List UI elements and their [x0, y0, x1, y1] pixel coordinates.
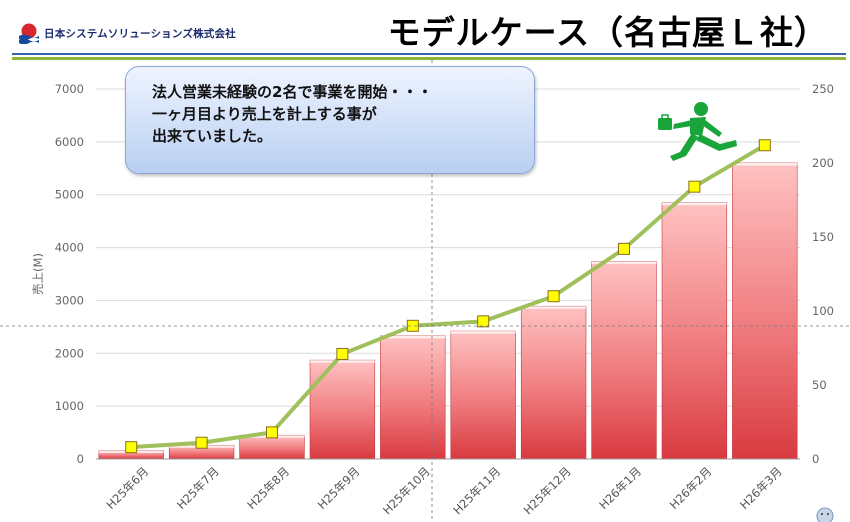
bar-highlight	[591, 261, 657, 264]
line-point	[477, 315, 490, 328]
x-tick-label: H26年2月	[667, 464, 715, 512]
x-tick-label: H25年9月	[315, 464, 363, 512]
company-logo: 日本システムソリューションズ株式会社	[18, 22, 236, 44]
x-tick-label: H26年3月	[737, 464, 785, 512]
bar-highlight	[521, 306, 586, 309]
header-rule-green	[12, 57, 846, 60]
y-tick-label: 3000	[55, 293, 84, 307]
line-point	[336, 347, 349, 360]
line-point	[406, 319, 419, 332]
x-tick-label: H25年11月	[450, 464, 503, 517]
line-point	[758, 139, 771, 152]
x-tick-label: H25年12月	[521, 464, 574, 517]
y2-tick-label: 100	[812, 304, 834, 318]
y-axis-label: 売上(M)	[31, 253, 45, 295]
bar	[380, 335, 446, 460]
page-title: モデルケース（名古屋Ｌ社）	[387, 13, 828, 52]
bar	[309, 359, 376, 460]
callout-line-2: 一ヶ月目より売上を計上する事が	[152, 105, 377, 123]
y-tick-label: 4000	[55, 241, 84, 255]
line-point	[688, 180, 701, 193]
jumping-businessman-icon	[658, 102, 737, 161]
y-tick-label: 7000	[55, 82, 84, 96]
help-icon[interactable]	[815, 506, 835, 522]
bar	[450, 330, 516, 460]
x-tick-label: H25年10月	[380, 464, 433, 517]
x-tick-label: H25年8月	[244, 464, 292, 512]
y-tick-label: 6000	[55, 135, 84, 149]
callout-line-3: 出来ていました。	[152, 127, 273, 145]
y2-tick-label: 150	[812, 230, 834, 244]
line-point	[266, 426, 278, 439]
bar	[520, 305, 587, 460]
y2-tick-label: 200	[812, 156, 834, 170]
line-path	[131, 143, 766, 450]
line-point	[125, 441, 138, 454]
line-series	[125, 139, 771, 454]
line-point	[195, 436, 208, 449]
bar-highlight	[732, 163, 798, 166]
callout-box: 法人営業未経験の2名で事業を開始・・・ 一ヶ月目より売上を計上する事が 出来てい…	[125, 66, 535, 174]
y-tick-label: 5000	[55, 188, 84, 202]
y-tick-label: 0	[77, 452, 84, 466]
line-point	[547, 290, 560, 303]
logo-icon	[19, 23, 39, 44]
x-tick-label: H25年7月	[174, 464, 222, 512]
bar-highlight	[310, 360, 375, 363]
bar	[661, 202, 728, 460]
callout-line-1: 法人営業未経験の2名で事業を開始・・・	[152, 83, 433, 101]
bar	[239, 434, 305, 460]
y-tick-label: 1000	[55, 399, 84, 413]
x-tick-label: H26年1月	[596, 464, 644, 512]
bar-highlight	[662, 202, 727, 206]
logo-text: 日本システムソリューションズ株式会社	[44, 27, 236, 40]
y-tick-label: 2000	[55, 346, 84, 360]
bar	[591, 261, 657, 460]
x-tick-label: H25年6月	[104, 464, 152, 512]
y2-tick-label: 0	[812, 452, 819, 466]
y2-tick-label: 250	[812, 82, 834, 96]
bar-highlight	[450, 331, 516, 334]
bar	[732, 162, 798, 460]
line-point	[618, 242, 630, 255]
bar-series	[98, 162, 798, 460]
y2-tick-label: 50	[812, 378, 827, 392]
bar-highlight	[380, 335, 446, 339]
header-rule-blue	[12, 53, 846, 55]
